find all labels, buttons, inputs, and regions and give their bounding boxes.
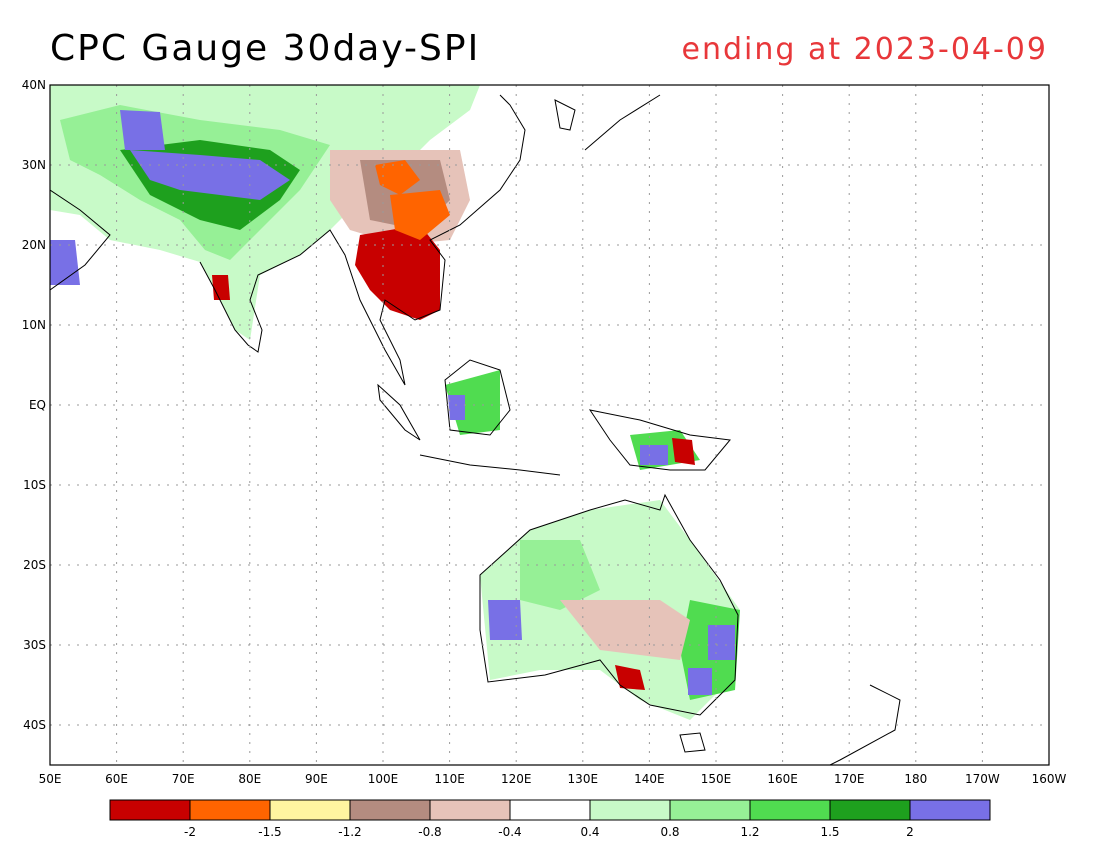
lon-tick-label: 160W [1032,772,1067,786]
lon-tick-label: 140E [634,772,665,786]
lon-tick-label: 160E [767,772,798,786]
lat-tick-label: 40N [22,78,46,92]
legend-break-label: -0.8 [418,825,441,839]
lon-tick-label: 130E [568,772,599,786]
map-title: CPC Gauge 30day-SPI [50,28,481,69]
lon-tick-label: 120E [501,772,532,786]
lon-tick-label: 180 [904,772,927,786]
lon-tick-label: 60E [105,772,128,786]
legend-swatch [829,799,911,821]
lat-tick-label: 20S [23,558,46,572]
lon-tick-label: 110E [434,772,465,786]
legend-swatch [109,799,191,821]
lon-tick-label: 70E [172,772,195,786]
lon-tick-label: 90E [305,772,328,786]
region-china-red [375,160,420,195]
lon-tick-label: 50E [39,772,62,786]
legend-break-label: -2 [184,825,196,839]
lat-tick-label: 20N [22,238,46,252]
coastlines [50,94,901,765]
legend-swatch [589,799,671,821]
region-png-blue [640,445,668,465]
legend-break-label: 2 [906,825,914,839]
legend-swatch [509,799,591,821]
region-indochina-red [355,225,440,320]
legend-break-label: -0.4 [498,825,521,839]
legend-swatch [429,799,511,821]
lat-tick-label: EQ [29,398,46,412]
legend-swatch [669,799,751,821]
region-australia-blue2 [688,668,712,695]
legend-swatch [909,799,991,821]
region-png-red [672,438,695,465]
lon-tick-label: 170E [834,772,865,786]
region-australia-brown [560,600,690,660]
region-borneo-blue [448,395,465,420]
region-australia-green [520,540,600,610]
latitude-labels: 40N 30N 20N 10N EQ 10S 20S 30S 40S [22,78,46,732]
legend-break-label: 1.2 [740,825,759,839]
region-australia-blue1 [708,625,735,660]
region-india-red [212,275,230,300]
region-asia-blue2 [120,110,165,150]
lat-tick-label: 30N [22,158,46,172]
legend-break-label: -1.2 [338,825,361,839]
map-date-subtitle: ending at 2023-04-09 [681,32,1048,67]
lat-tick-label: 40S [23,718,46,732]
legend-swatch [749,799,831,821]
color-legend: -2 -1.5 -1.2 -0.8 -0.4 0.4 0.8 1.2 1.5 2 [109,799,991,839]
legend-swatch [189,799,271,821]
lat-tick-label: 10S [23,478,46,492]
map-border [49,84,1050,766]
region-indochina-orange [390,190,450,240]
region-arabia-blue [50,240,80,285]
lon-tick-label: 150E [701,772,732,786]
lat-tick-label: 10N [22,318,46,332]
legend-swatch [269,799,351,821]
legend-break-label: 1.5 [820,825,839,839]
legend-break-label: -1.5 [258,825,281,839]
lon-tick-label: 170W [965,772,1000,786]
lon-tick-label: 100E [368,772,399,786]
lat-tick-label: 30S [23,638,46,652]
legend-break-label: 0.4 [580,825,599,839]
region-australia-south-red [615,665,645,690]
legend-break-label: 0.8 [660,825,679,839]
longitude-labels: 50E 60E 70E 80E 90E 100E 110E 120E 130E 140E 150E 1… [39,772,1067,786]
region-asia-blue [130,150,290,200]
legend-swatch [349,799,431,821]
spi-field [50,85,740,720]
region-australia-west-blue [488,600,522,640]
lon-tick-label: 80E [238,772,261,786]
